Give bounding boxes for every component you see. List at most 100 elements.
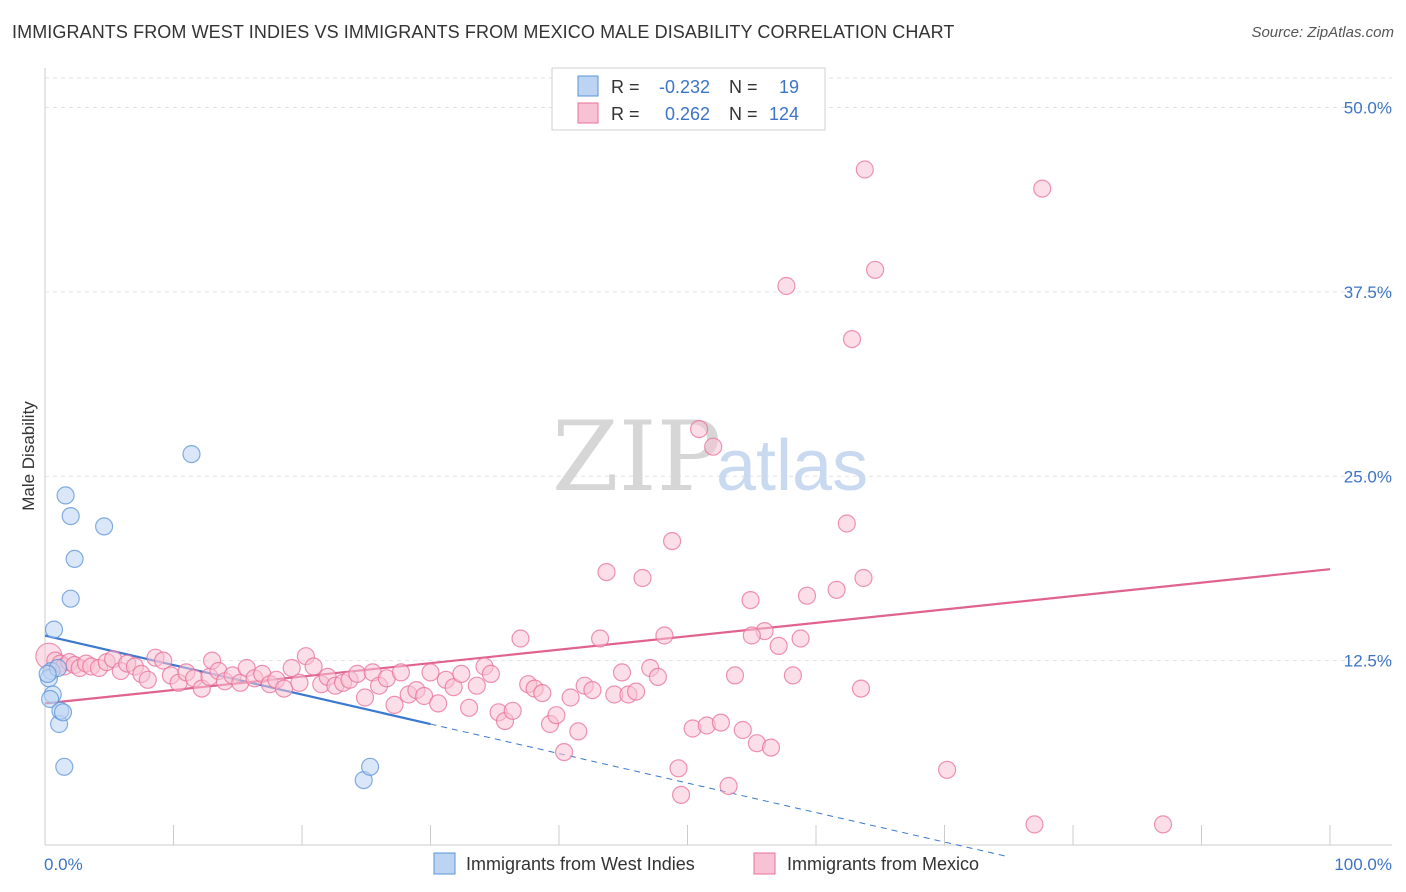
point-mexico: [452, 664, 471, 684]
point-mexico: [597, 562, 616, 582]
watermark: ZIP atlas: [552, 401, 868, 513]
x-tick-labels: 0.0% 100.0%: [44, 855, 1392, 874]
point-mexico: [769, 636, 788, 656]
point-mexico: [274, 679, 294, 698]
point-mexico: [761, 738, 781, 757]
point-mexico: [612, 663, 632, 682]
trend-lines: [44, 568, 1331, 858]
point-mexico: [865, 260, 885, 279]
point-mexico: [633, 568, 652, 588]
point-mexico: [138, 670, 157, 689]
point-mexico: [429, 694, 448, 713]
point-mexico: [704, 437, 723, 456]
point-mexico: [547, 706, 566, 725]
point-mexico: [290, 673, 309, 692]
point-mexico: [503, 701, 522, 720]
point-mexico: [689, 420, 709, 439]
point-mexico: [348, 664, 367, 684]
point-mexico: [837, 514, 856, 533]
legend-r-label-2: R =: [611, 104, 640, 124]
point-mexico: [791, 629, 810, 648]
point-mexico: [711, 713, 731, 732]
point-mexico: [569, 722, 588, 741]
point-mexico: [154, 651, 173, 670]
point-west-indies: [182, 445, 201, 464]
y-tick-label: 37.5%: [1344, 283, 1392, 302]
point-mexico: [741, 590, 760, 610]
point-mexico: [626, 682, 646, 701]
point-mexico: [481, 664, 500, 684]
legend-swatch-mexico: [577, 102, 599, 124]
point-mexico: [460, 698, 479, 717]
point-west-indies: [53, 703, 73, 722]
point-mexico: [1025, 815, 1044, 834]
legend-n-value-2: 124: [769, 104, 799, 124]
source-label: Source: ZipAtlas.com: [1251, 24, 1394, 41]
point-mexico: [415, 686, 434, 706]
point-mexico: [391, 663, 410, 682]
point-mexico: [855, 160, 874, 179]
y-tick-label: 12.5%: [1344, 652, 1392, 671]
point-mexico: [937, 760, 957, 779]
point-mexico: [827, 580, 846, 599]
legend-swatch-west-indies: [577, 75, 599, 97]
point-mexico: [421, 663, 440, 682]
point-mexico: [304, 657, 323, 676]
point-mexico: [533, 683, 552, 703]
point-west-indies: [44, 620, 64, 639]
point-west-indies: [55, 757, 74, 776]
point-mexico: [733, 720, 752, 740]
point-mexico: [777, 276, 796, 296]
legend-r-value-1: -0.232: [659, 77, 710, 97]
point-mexico: [590, 629, 610, 648]
y-tick-labels: 12.5% 25.0% 37.5% 50.0%: [1344, 99, 1392, 671]
point-mexico: [282, 658, 301, 678]
point-mexico: [783, 666, 803, 685]
legend-n-label-1: N =: [729, 77, 758, 97]
axes: [44, 68, 1392, 846]
point-mexico: [797, 586, 817, 605]
chart-title: IMMIGRANTS FROM WEST INDIES VS IMMIGRANT…: [12, 22, 955, 42]
point-west-indies: [94, 517, 114, 536]
bottom-legend-label-west-indies: Immigrants from West Indies: [466, 854, 695, 874]
legend-r-value-2: 0.262: [665, 104, 710, 124]
point-mexico: [719, 776, 738, 796]
point-mexico: [355, 688, 375, 707]
point-mexico: [1033, 179, 1052, 198]
point-mexico: [725, 666, 745, 685]
legend-n-label-2: N =: [729, 104, 758, 124]
point-west-indies: [38, 664, 57, 684]
point-mexico: [648, 667, 668, 687]
point-west-indies: [40, 689, 60, 709]
y-axis-title: Male Disability: [19, 401, 38, 511]
point-mexico: [467, 676, 486, 695]
point-mexico: [655, 626, 674, 645]
point-mexico: [385, 695, 404, 715]
point-mexico: [669, 759, 688, 778]
point-mexico: [554, 742, 574, 762]
point-west-indies: [61, 506, 80, 526]
point-mexico: [583, 680, 602, 700]
bottom-legend-label-mexico: Immigrants from Mexico: [787, 854, 979, 874]
point-mexico: [561, 688, 580, 707]
point-mexico: [842, 330, 862, 349]
x-tick-label-min: 0.0%: [44, 855, 83, 874]
point-west-indies: [361, 757, 380, 776]
y-tick-label: 50.0%: [1344, 99, 1392, 118]
x-tick-label-max: 100.0%: [1334, 855, 1392, 874]
point-west-indies: [61, 589, 80, 608]
bottom-legend-swatch-west-indies: [433, 852, 456, 875]
data-points: [35, 160, 1173, 834]
legend: R = -0.232 N = 19 R = 0.262 N = 124: [551, 67, 826, 131]
watermark-atlas: atlas: [716, 426, 868, 506]
point-mexico: [742, 626, 761, 645]
point-mexico: [851, 679, 871, 698]
point-mexico: [662, 531, 682, 551]
point-mexico: [671, 785, 691, 805]
bottom-legend-swatch-mexico: [753, 852, 776, 875]
grid-lines: [45, 77, 1392, 662]
y-tick-label: 25.0%: [1344, 467, 1392, 486]
trend-line-extension-west-indies: [430, 723, 1009, 858]
point-mexico: [854, 568, 873, 588]
